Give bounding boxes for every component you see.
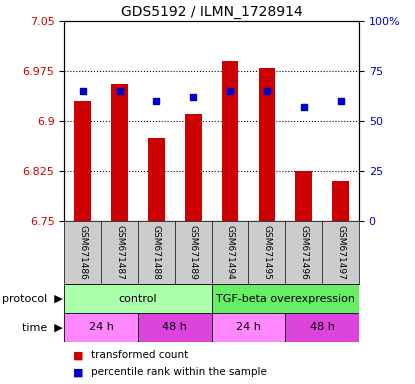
Text: TGF-beta overexpression: TGF-beta overexpression	[216, 293, 355, 304]
Point	[190, 94, 197, 100]
Text: protocol  ▶: protocol ▶	[2, 293, 62, 304]
Bar	[148, 137, 165, 221]
Point	[116, 88, 123, 94]
Text: GSM671488: GSM671488	[152, 225, 161, 280]
Bar	[185, 114, 202, 221]
Bar	[259, 68, 275, 221]
Text: GSM671487: GSM671487	[115, 225, 124, 280]
Point	[79, 88, 86, 94]
Text: GSM671494: GSM671494	[226, 225, 234, 280]
Text: percentile rank within the sample: percentile rank within the sample	[91, 367, 267, 377]
Point	[153, 98, 160, 104]
Point	[300, 104, 307, 110]
Bar	[138, 313, 212, 342]
Bar	[332, 181, 349, 221]
Bar	[222, 61, 238, 221]
Bar	[64, 313, 138, 342]
Text: GSM671486: GSM671486	[78, 225, 87, 280]
Bar	[286, 313, 359, 342]
Text: 48 h: 48 h	[310, 322, 334, 333]
Text: 48 h: 48 h	[162, 322, 187, 333]
Text: time  ▶: time ▶	[22, 322, 62, 333]
Title: GDS5192 / ILMN_1728914: GDS5192 / ILMN_1728914	[121, 5, 303, 19]
Bar	[64, 284, 212, 313]
Text: GSM671489: GSM671489	[189, 225, 198, 280]
Text: control: control	[119, 293, 157, 304]
Text: ■: ■	[73, 350, 83, 360]
Text: ■: ■	[73, 367, 83, 377]
Text: 24 h: 24 h	[89, 322, 114, 333]
Point	[264, 88, 270, 94]
Bar	[295, 171, 312, 221]
Bar	[212, 313, 286, 342]
Point	[337, 98, 344, 104]
Bar	[74, 101, 91, 221]
Text: GSM671496: GSM671496	[299, 225, 308, 280]
Bar	[212, 284, 359, 313]
Text: GSM671497: GSM671497	[336, 225, 345, 280]
Bar	[111, 84, 128, 221]
Text: GSM671495: GSM671495	[262, 225, 271, 280]
Text: transformed count: transformed count	[91, 350, 188, 360]
Point	[227, 88, 233, 94]
Text: 24 h: 24 h	[236, 322, 261, 333]
